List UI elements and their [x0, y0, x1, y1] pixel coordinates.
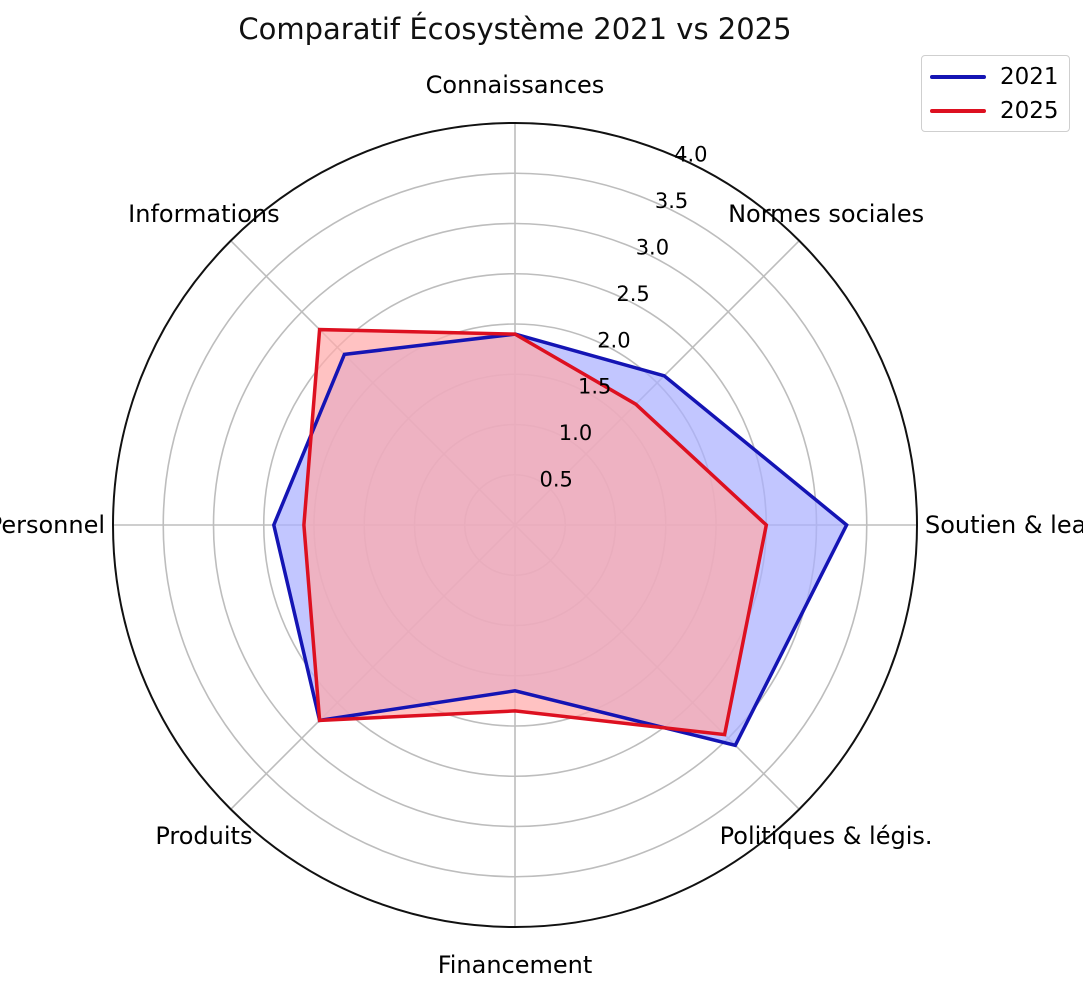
legend-swatch-1 [930, 109, 986, 113]
axis-label-2: Soutien & leader [925, 511, 1083, 539]
series-layer [271, 327, 849, 748]
legend-item-1: 2025 [930, 96, 1059, 126]
chart-title: Comparatif Écosystème 2021 vs 2025 [238, 12, 792, 46]
legend: 2021 2025 [921, 55, 1070, 132]
series-fill-2025 [303, 329, 767, 735]
axis-label-5: Produits [155, 822, 252, 850]
r-tick-label: 2.5 [616, 282, 649, 306]
r-tick-label: 0.5 [539, 468, 572, 492]
series-line-2025 [302, 327, 769, 737]
r-tick-label: 4.0 [674, 143, 707, 167]
legend-swatch-0 [930, 75, 986, 79]
r-tick-label: 3.0 [636, 236, 669, 260]
axis-label-3: Politiques & légis. [720, 822, 933, 850]
axis-label-6: Personnel [0, 511, 105, 539]
series-line-2021 [271, 332, 849, 748]
r-tick-label: 3.5 [655, 189, 688, 213]
legend-label-0: 2021 [1000, 64, 1059, 90]
legend-label-1: 2025 [1000, 98, 1059, 124]
axis-label-0: Connaissances [426, 71, 605, 99]
r-tick-label: 2.0 [597, 328, 630, 352]
r-tick-label: 1.5 [578, 375, 611, 399]
legend-item-0: 2021 [930, 62, 1059, 92]
axis-label-1: Normes sociales [728, 200, 924, 228]
label-layer: 0.5 1.0 1.5 2.0 2.5 3.0 3.5 4.0 Connaissances Nor… [0, 71, 1083, 979]
r-tick-label: 1.0 [559, 421, 592, 445]
axis-label-7: Informations [128, 200, 279, 228]
outer-frame [112, 122, 918, 928]
axis-label-4: Financement [438, 951, 593, 979]
